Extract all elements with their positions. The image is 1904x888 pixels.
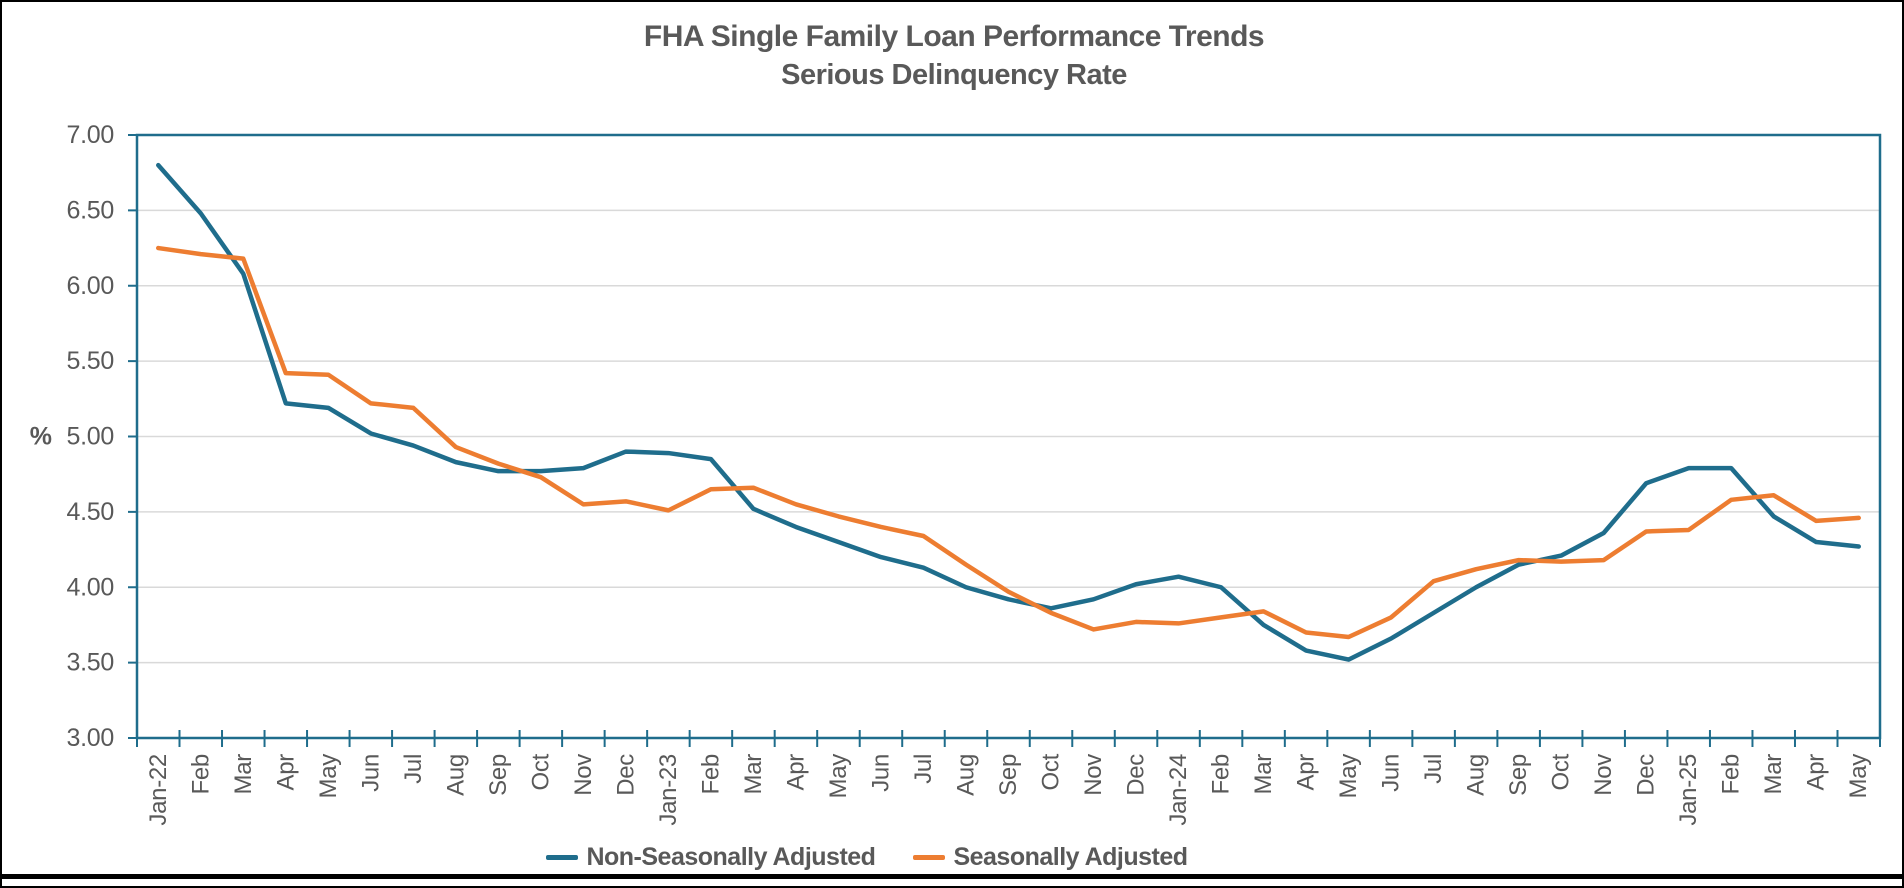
x-axis-tick-label: Apr — [1293, 754, 1320, 791]
seasonally-adjusted-line — [156, 245, 1861, 640]
x-axis-tick-label: Aug — [442, 754, 469, 796]
x-axis-tick-label: Oct — [527, 753, 554, 790]
x-axis-tick-label: Aug — [952, 754, 979, 796]
x-axis-tick-label: Sep — [485, 754, 512, 796]
x-axis-tick-label: May — [1845, 754, 1872, 799]
y-axis-tick-label: 5.50 — [67, 347, 114, 375]
x-axis-tick-label: Jul — [910, 754, 937, 784]
x-axis-tick-label: Dec — [612, 754, 639, 796]
legend-label-seasonally-adjusted: Seasonally Adjusted — [953, 843, 1188, 871]
x-axis-tick-label: Jan-22 — [145, 754, 172, 826]
x-axis-tick-label: May — [825, 754, 852, 799]
y-axis-tick-label: 3.50 — [67, 649, 114, 677]
y-axis-tick-label: 7.00 — [67, 121, 114, 149]
y-axis-tick-label: 6.50 — [67, 196, 114, 224]
x-axis-tick-label: Mar — [1760, 754, 1787, 795]
chart-subtitle: Serious Delinquency Rate — [781, 59, 1127, 91]
x-axis-tick-label: Feb — [697, 754, 724, 794]
x-axis-tick-label: Feb — [1208, 754, 1235, 794]
x-axis-tick-label: Sep — [995, 754, 1022, 796]
x-axis-tick-label: Oct — [1038, 753, 1065, 790]
non-seasonally-adjusted-line-swatch — [546, 855, 579, 860]
legend-item-non-seasonally-adjusted: Non-Seasonally Adjusted — [546, 843, 876, 872]
x-axis-tick-label: Apr — [272, 754, 299, 791]
bottom-border — [2, 874, 1902, 879]
x-axis-tick-label: Apr — [1803, 754, 1830, 791]
x-axis-tick-label: Jun — [357, 754, 384, 792]
legend-item-seasonally-adjusted: Seasonally Adjusted — [913, 843, 1188, 872]
x-axis-tick-label: May — [315, 754, 342, 799]
x-axis-tick-label: Aug — [1463, 754, 1490, 796]
x-axis-tick-label: Dec — [1633, 754, 1660, 796]
x-axis-tick-label: Mar — [1250, 754, 1277, 795]
x-axis-tick-label: Apr — [782, 754, 809, 791]
y-axis-title: % — [30, 423, 52, 451]
x-axis-tick-label: Jan-23 — [655, 754, 682, 826]
x-axis-tick-label: Mar — [230, 754, 257, 795]
x-axis-tick-label: Nov — [1080, 754, 1107, 796]
x-axis-tick-label: Jun — [867, 754, 894, 792]
y-axis-tick-label: 5.00 — [67, 423, 114, 451]
x-axis-tick-label: Jan-25 — [1675, 754, 1702, 826]
seasonally-adjusted-line-swatch — [913, 855, 946, 860]
legend-label-non-seasonally-adjusted: Non-Seasonally Adjusted — [586, 843, 876, 871]
x-axis-tick-label: Jan-24 — [1165, 754, 1192, 826]
non-seasonally-adjusted-line — [156, 162, 1861, 662]
x-axis-tick-label: Nov — [570, 754, 597, 796]
y-axis-tick-label: 4.50 — [67, 498, 114, 526]
x-axis-tick-label: Dec — [1123, 754, 1150, 796]
x-axis-tick-label: Feb — [187, 754, 214, 794]
x-axis-tick-label: Feb — [1718, 754, 1745, 794]
x-axis-tick-label: Sep — [1505, 754, 1532, 796]
y-axis-tick-label: 6.00 — [67, 272, 114, 300]
chart-title: FHA Single Family Loan Performance Trend… — [643, 20, 1265, 53]
title-block: FHA Single Family Loan Performance Trend… — [2, 18, 1902, 94]
x-axis-tick-label: Nov — [1590, 754, 1617, 796]
x-axis-tick-label: Jul — [1420, 754, 1447, 784]
y-axis-tick-label: 4.00 — [67, 573, 114, 601]
y-axis-tick-label: 3.00 — [67, 724, 114, 752]
x-axis-tick-label: Jun — [1378, 754, 1405, 792]
x-axis-tick-label: May — [1335, 754, 1362, 799]
legend: Non-Seasonally Adjusted Seasonally Adjus… — [2, 843, 1732, 872]
x-axis-tick-label: Jul — [400, 754, 427, 784]
x-axis-tick-label: Oct — [1548, 753, 1575, 790]
x-axis-tick-label: Mar — [740, 754, 767, 795]
